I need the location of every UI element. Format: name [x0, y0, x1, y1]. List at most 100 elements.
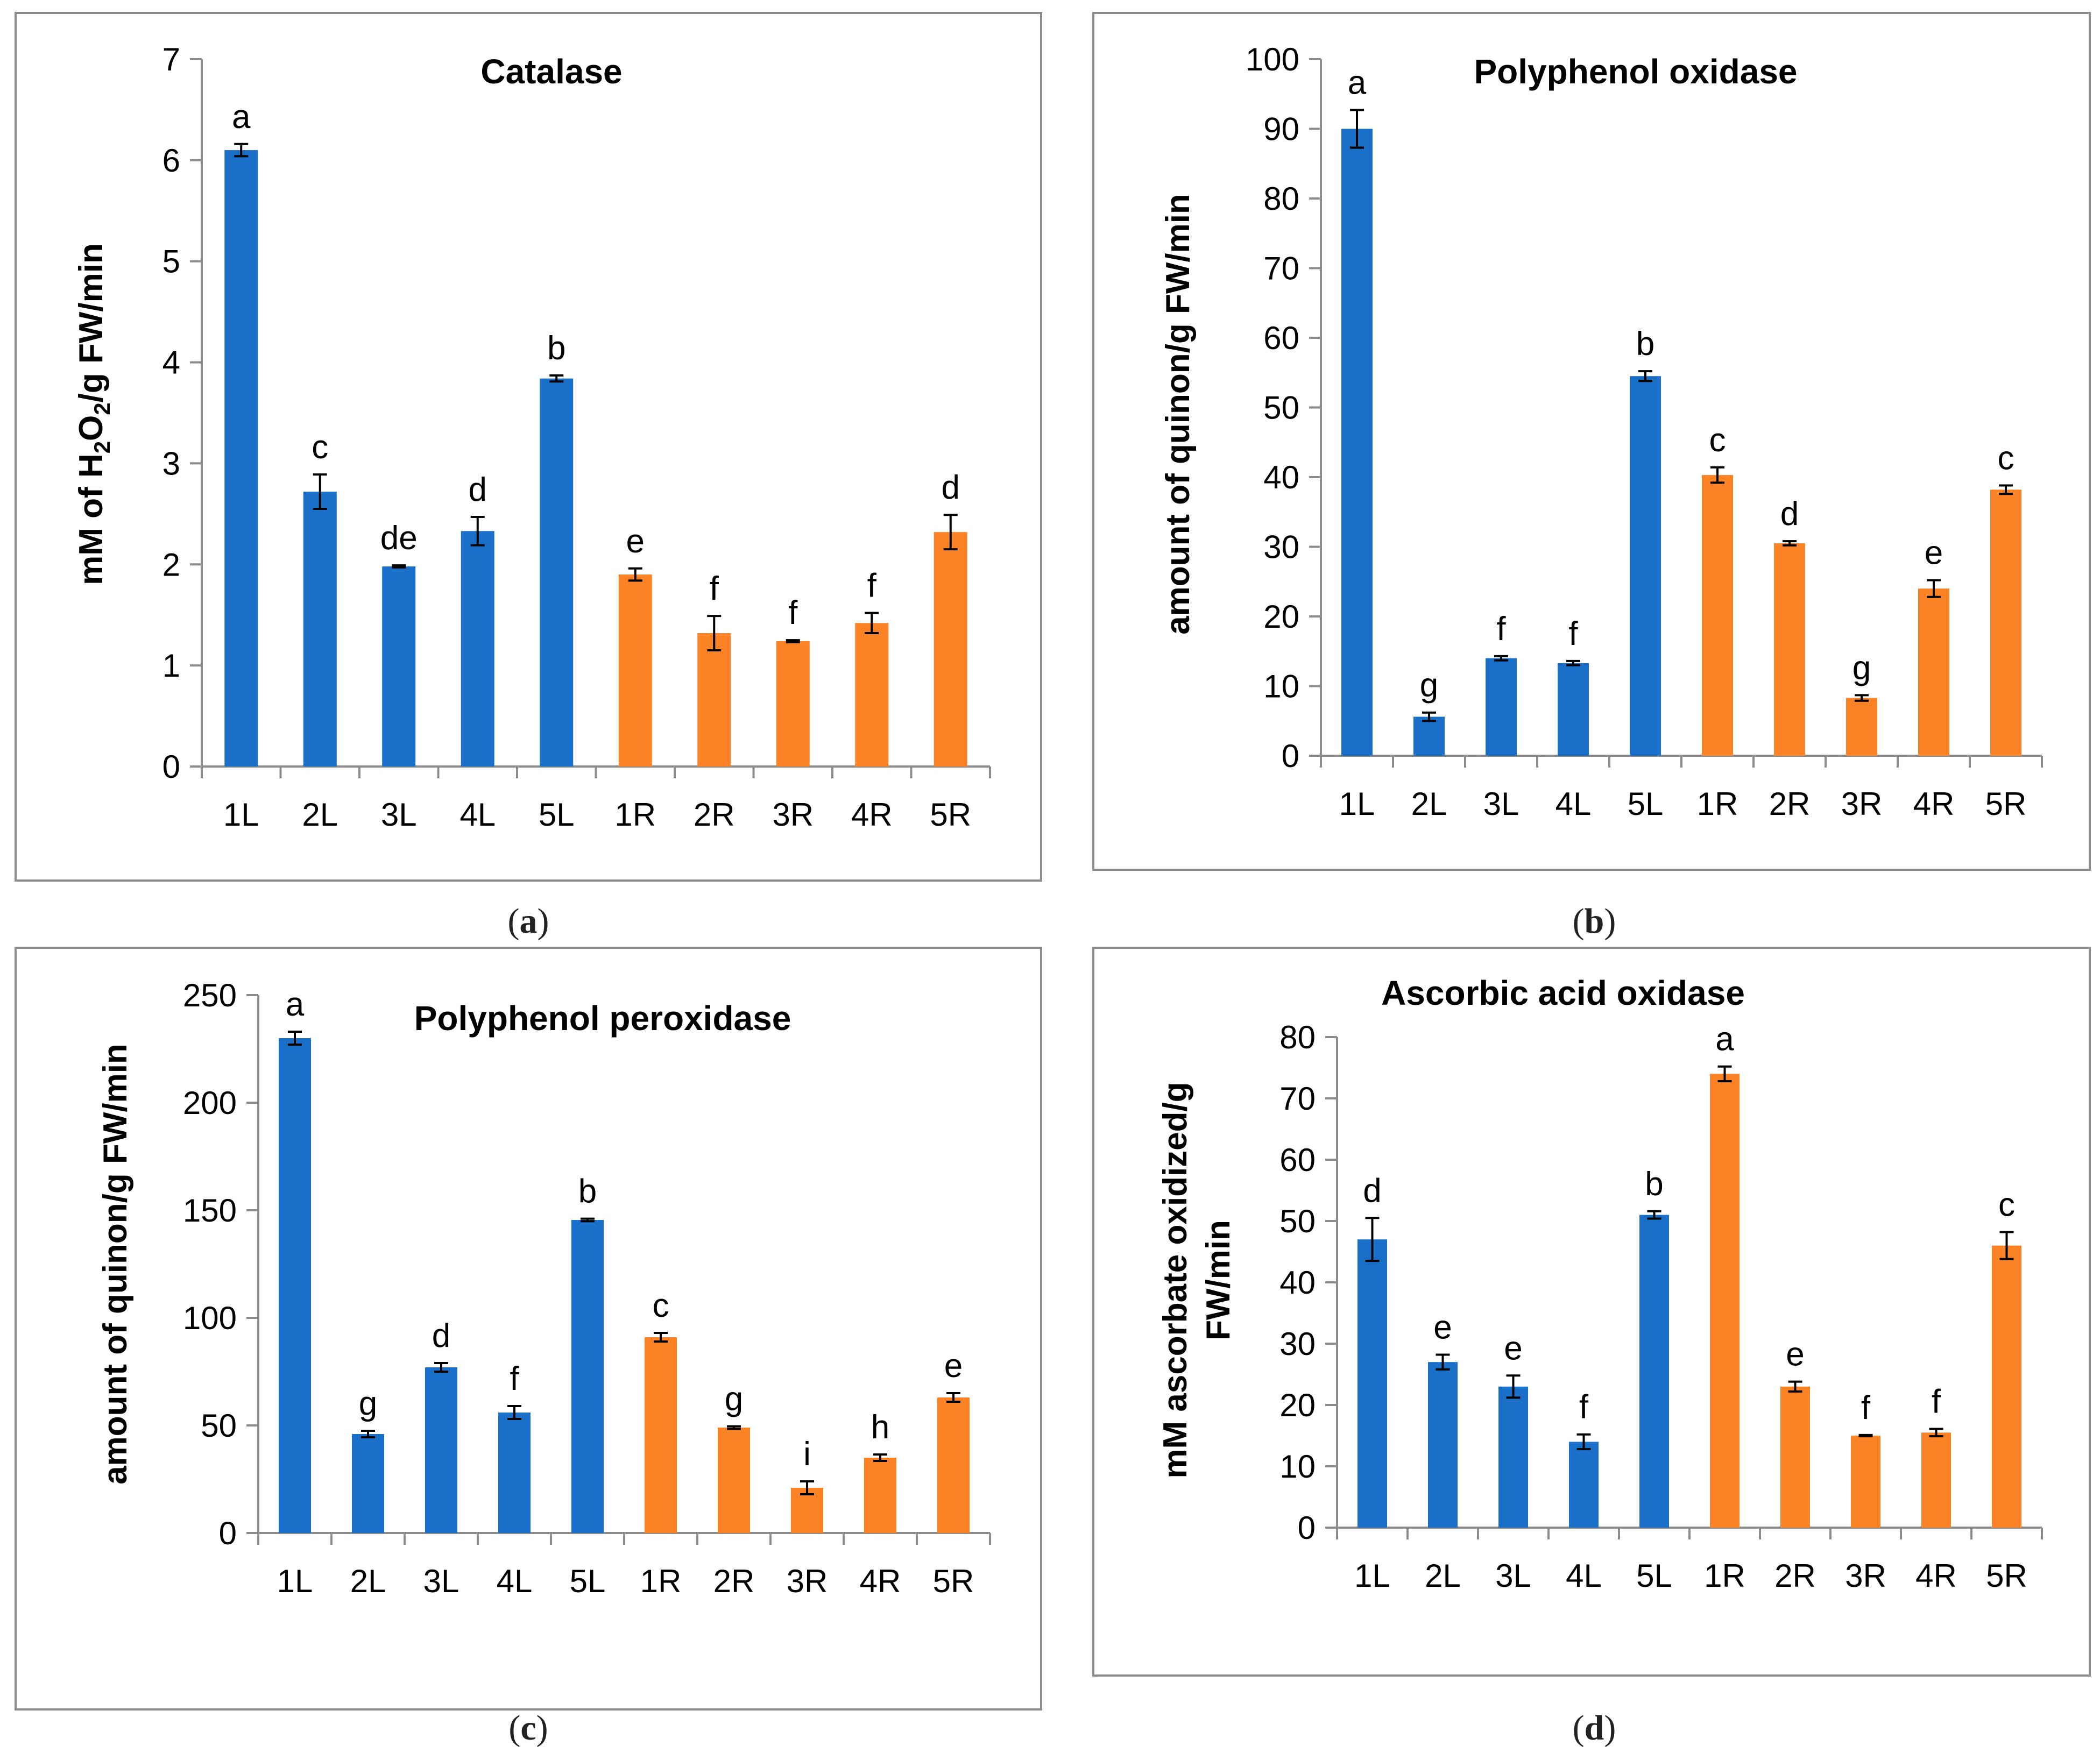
x-tick-label: 3L — [381, 797, 417, 833]
bar-4l — [461, 531, 494, 767]
x-tick-label: 5L — [1628, 786, 1664, 822]
y-tick-label: 5 — [162, 244, 180, 280]
y-axis-label-line: FW/min — [1200, 1220, 1237, 1340]
x-tick-label: 4R — [1915, 1558, 1957, 1594]
y-tick-label: 50 — [1263, 390, 1299, 426]
y-axis-label-line: mM ascorbate oxidized/g — [1157, 1082, 1194, 1478]
significance-letter: g — [359, 1385, 377, 1422]
x-tick-label: 1R — [1704, 1558, 1745, 1594]
x-tick-label: 4R — [1913, 786, 1955, 822]
bar-2r — [718, 1428, 750, 1533]
significance-letter: e — [1433, 1309, 1452, 1346]
bar-2l — [1413, 716, 1445, 756]
significance-letter: c — [1998, 440, 2014, 477]
x-tick-label: 2L — [302, 797, 338, 833]
y-tick-label: 150 — [183, 1193, 237, 1229]
x-tick-label: 5L — [570, 1563, 606, 1599]
x-tick-label: 1L — [1354, 1558, 1390, 1594]
x-tick-label: 1R — [614, 797, 656, 833]
bar-4r — [1921, 1432, 1951, 1528]
significance-letter: f — [1932, 1383, 1941, 1420]
y-tick-label: 20 — [1263, 599, 1299, 635]
bar-3r — [1846, 698, 1877, 756]
y-tick-label: 70 — [1279, 1081, 1316, 1117]
y-tick-label: 70 — [1263, 251, 1299, 287]
significance-letter: e — [1925, 535, 1943, 572]
y-tick-label: 100 — [183, 1300, 237, 1336]
bar-4r — [864, 1458, 896, 1533]
significance-letter: c — [1709, 422, 1726, 459]
significance-letter: h — [871, 1409, 889, 1446]
bar-1l — [1357, 1239, 1387, 1528]
panel-b-caption-letter: b — [1584, 902, 1604, 941]
significance-letter: f — [1579, 1389, 1589, 1426]
bar-2r — [1774, 543, 1805, 756]
significance-letter: i — [803, 1436, 811, 1473]
x-tick-label: 5L — [1636, 1558, 1672, 1594]
panel-a-caption: (a) — [507, 902, 549, 941]
significance-letter: f — [1568, 615, 1578, 652]
significance-letter: f — [510, 1360, 519, 1397]
significance-letter: f — [788, 594, 798, 631]
bar-5r — [1990, 489, 2021, 756]
bar-3l — [1486, 658, 1517, 756]
x-tick-label: 5R — [933, 1563, 974, 1599]
y-tick-label: 100 — [1246, 41, 1299, 77]
x-tick-label: 3R — [772, 797, 814, 833]
x-tick-label: 4L — [1566, 1558, 1602, 1594]
x-tick-label: 4L — [497, 1563, 533, 1599]
y-axis-label: amount of quinon/g FW/min — [1159, 194, 1197, 635]
panel-a-caption-letter: a — [519, 902, 538, 941]
significance-letter: de — [380, 520, 418, 557]
bar-1l — [1341, 129, 1373, 756]
bar-4r — [855, 623, 889, 767]
bar-1r — [645, 1337, 677, 1533]
y-tick-label: 90 — [1263, 111, 1299, 147]
significance-letter: d — [469, 471, 487, 508]
significance-letter: d — [942, 469, 960, 506]
bar-3l — [382, 566, 416, 767]
panel-c-frame — [15, 947, 1042, 1711]
significance-letter: c — [653, 1287, 669, 1324]
y-tick-label: 50 — [201, 1408, 237, 1444]
bar-4l — [1558, 663, 1589, 756]
y-tick-label: 4 — [162, 345, 180, 381]
x-tick-label: 2R — [1774, 1558, 1816, 1594]
y-axis-label-part: amount of quinon/g FW/min — [97, 1044, 134, 1485]
significance-letter: b — [578, 1173, 597, 1210]
significance-letter: d — [1363, 1172, 1381, 1209]
y-tick-label: 250 — [183, 977, 237, 1013]
bar-2l — [303, 492, 337, 767]
significance-letter: a — [1715, 1021, 1734, 1058]
x-tick-label: 1L — [223, 797, 259, 833]
y-axis-label-part: /g FW/min — [73, 243, 110, 402]
panel-c-caption: (c) — [508, 1708, 548, 1748]
y-tick-label: 80 — [1279, 1019, 1316, 1055]
x-tick-label: 3R — [787, 1563, 828, 1599]
x-tick-label: 2L — [1411, 786, 1447, 822]
y-axis-label-part: amount of quinon/g FW/min — [1159, 194, 1197, 635]
x-tick-label: 3R — [1845, 1558, 1886, 1594]
bar-3l — [425, 1367, 457, 1533]
bar-2r — [1780, 1386, 1810, 1528]
chart-title: Ascorbic acid oxidase — [1381, 974, 1745, 1012]
significance-letter: a — [232, 98, 251, 136]
bar-2l — [352, 1434, 384, 1533]
panel-d-frame — [1092, 947, 2091, 1677]
panel-d-caption-letter: d — [1584, 1708, 1604, 1748]
panel-c-caption-letter: c — [520, 1708, 536, 1748]
x-tick-label: 2R — [713, 1563, 755, 1599]
x-tick-label: 3L — [423, 1563, 459, 1599]
y-tick-label: 10 — [1263, 669, 1299, 705]
y-tick-label: 80 — [1263, 181, 1299, 217]
x-tick-label: 1R — [1697, 786, 1738, 822]
x-tick-label: 5R — [930, 797, 971, 833]
bar-3r — [776, 641, 810, 767]
x-tick-label: 5R — [1985, 786, 2027, 822]
significance-letter: g — [1852, 649, 1871, 686]
chart-title: Polyphenol peroxidase — [414, 999, 791, 1038]
bar-5l — [571, 1220, 604, 1533]
bar-5r — [934, 532, 967, 767]
bar-4r — [1918, 588, 1949, 756]
